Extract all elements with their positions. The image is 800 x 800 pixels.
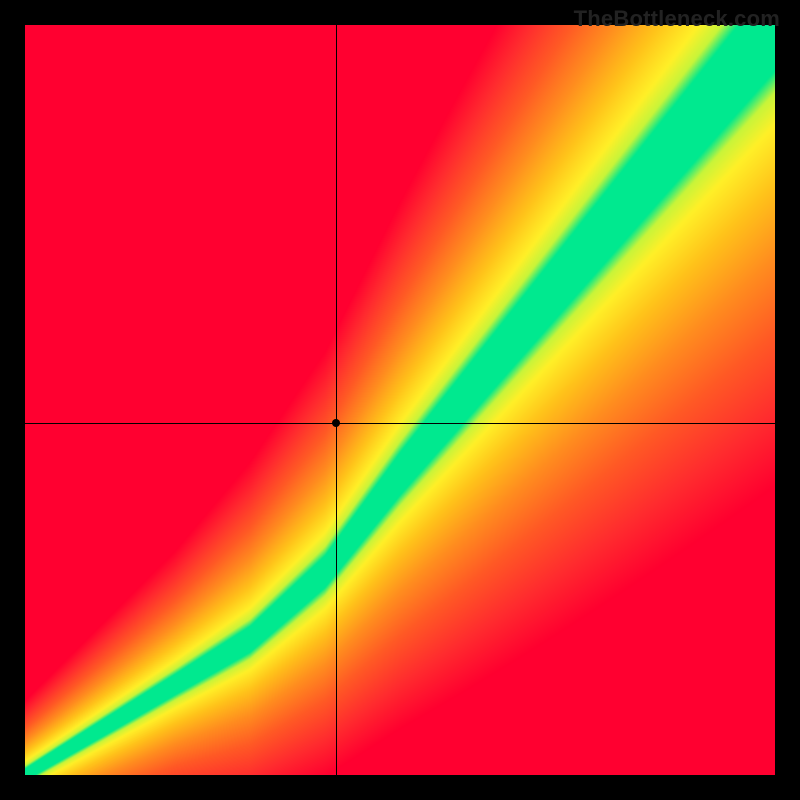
bottleneck-heatmap bbox=[25, 25, 775, 775]
watermark-text: TheBottleneck.com bbox=[574, 6, 780, 32]
chart-container: TheBottleneck.com bbox=[0, 0, 800, 800]
